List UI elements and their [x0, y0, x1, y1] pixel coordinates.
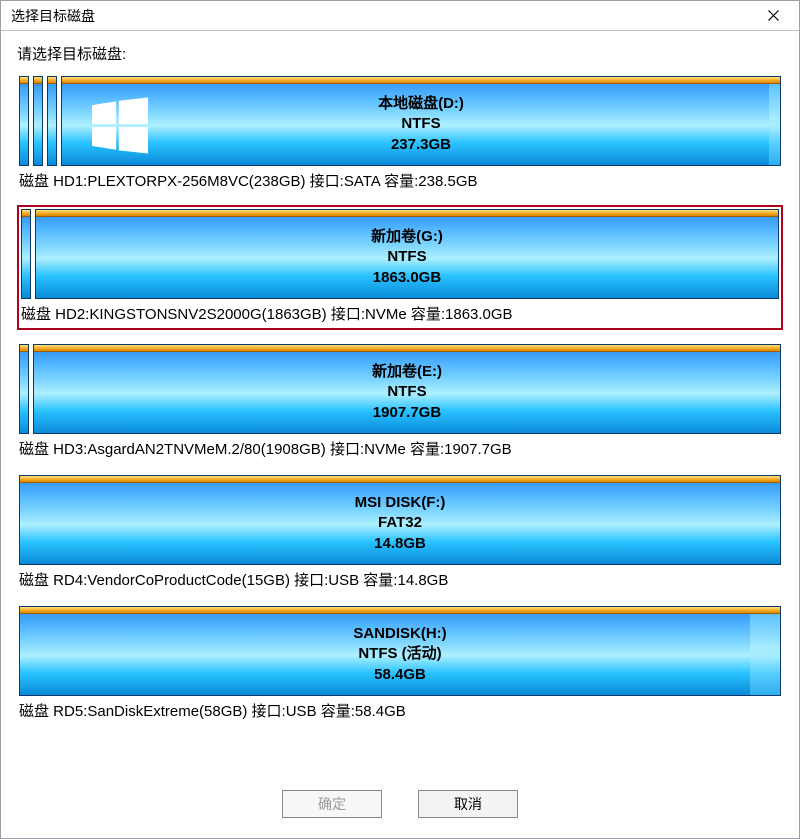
partitions-row: 新加卷(G:)NTFS1863.0GB — [21, 209, 779, 299]
disk-caption: 磁盘 RD5:SanDiskExtreme(58GB) 接口:USB 容量:58… — [19, 700, 781, 721]
disk-group: 本地磁盘(D:)NTFS237.3GB 磁盘 HD1:PLEXTORPX-256M… — [17, 74, 783, 193]
partition-topbar — [48, 77, 56, 84]
partition-fs: NTFS — [371, 247, 443, 267]
partition-content: SANDISK(H:)NTFS (活动)58.4GB — [20, 614, 780, 695]
disk-caption: 磁盘 HD1:PLEXTORPX-256M8VC(238GB) 接口:SATA … — [19, 170, 781, 191]
partition-name: 新加卷(G:) — [371, 227, 443, 247]
partitions-row: 本地磁盘(D:)NTFS237.3GB — [19, 76, 781, 166]
partition-content: 新加卷(E:)NTFS1907.7GB — [34, 352, 780, 433]
ok-button[interactable]: 确定 — [282, 790, 382, 818]
partition-fs: NTFS — [372, 382, 442, 402]
disk-group: 新加卷(G:)NTFS1863.0GB 磁盘 HD2:KINGSTONSNV2S2… — [17, 205, 783, 330]
partition-reserved[interactable] — [21, 209, 31, 299]
partition[interactable]: MSI DISK(F:)FAT3214.8GB — [19, 475, 781, 565]
partition-reserved[interactable] — [47, 76, 57, 166]
prompt-label: 请选择目标磁盘: — [17, 43, 783, 64]
partition-size: 1863.0GB — [371, 268, 443, 288]
disk-group: SANDISK(H:)NTFS (活动)58.4GB 磁盘 RD5:SanDisk… — [17, 604, 783, 723]
partition-labels: MSI DISK(F:)FAT3214.8GB — [355, 493, 446, 554]
partition-fs: NTFS (活动) — [353, 644, 446, 664]
partition[interactable]: SANDISK(H:)NTFS (活动)58.4GB — [19, 606, 781, 696]
partition-name: 新加卷(E:) — [372, 362, 442, 382]
partition-topbar — [20, 476, 780, 483]
partition-topbar — [34, 77, 42, 84]
close-icon — [768, 10, 779, 21]
partitions-row: SANDISK(H:)NTFS (活动)58.4GB — [19, 606, 781, 696]
partition[interactable]: 新加卷(G:)NTFS1863.0GB — [35, 209, 779, 299]
partition-labels: 新加卷(E:)NTFS1907.7GB — [372, 362, 442, 423]
dialog-footer: 确定 取消 — [17, 780, 783, 828]
partition-topbar — [62, 77, 780, 84]
disk-group-inner: SANDISK(H:)NTFS (活动)58.4GB 磁盘 RD5:SanDisk… — [19, 606, 781, 721]
partition-labels: 本地磁盘(D:)NTFS237.3GB — [378, 94, 464, 155]
disk-caption: 磁盘 HD2:KINGSTONSNV2S2000G(1863GB) 接口:NVM… — [21, 303, 779, 324]
partition-topbar — [20, 345, 28, 352]
partition-name: MSI DISK(F:) — [355, 493, 446, 513]
partitions-row: 新加卷(E:)NTFS1907.7GB — [19, 344, 781, 434]
partition-topbar — [34, 345, 780, 352]
partition-size: 1907.7GB — [372, 403, 442, 423]
partition-reserved[interactable] — [19, 76, 29, 166]
titlebar: 选择目标磁盘 — [1, 1, 799, 31]
disk-list: 本地磁盘(D:)NTFS237.3GB磁盘 HD1:PLEXTORPX-256M… — [17, 74, 783, 780]
partition-reserved[interactable] — [33, 76, 43, 166]
partition-labels: 新加卷(G:)NTFS1863.0GB — [371, 227, 443, 288]
partition-fs: FAT32 — [355, 513, 446, 533]
partition-fs: NTFS — [378, 114, 464, 134]
partition-labels: SANDISK(H:)NTFS (活动)58.4GB — [353, 624, 446, 685]
close-button[interactable] — [753, 2, 793, 30]
cancel-button[interactable]: 取消 — [418, 790, 518, 818]
partition[interactable]: 新加卷(E:)NTFS1907.7GB — [33, 344, 781, 434]
disk-group: MSI DISK(F:)FAT3214.8GB 磁盘 RD4:VendorCoPr… — [17, 473, 783, 592]
partition-content: MSI DISK(F:)FAT3214.8GB — [20, 483, 780, 564]
disk-caption: 磁盘 RD4:VendorCoProductCode(15GB) 接口:USB … — [19, 569, 781, 590]
partition-content: 新加卷(G:)NTFS1863.0GB — [36, 217, 778, 298]
disk-group-inner: 新加卷(E:)NTFS1907.7GB 磁盘 HD3:AsgardAN2TNVMe… — [19, 344, 781, 459]
partition-name: SANDISK(H:) — [353, 624, 446, 644]
partition-name: 本地磁盘(D:) — [378, 94, 464, 114]
disk-group-inner: MSI DISK(F:)FAT3214.8GB 磁盘 RD4:VendorCoPr… — [19, 475, 781, 590]
windows-icon — [92, 97, 148, 158]
partition-size: 237.3GB — [378, 135, 464, 155]
partition[interactable]: 本地磁盘(D:)NTFS237.3GB — [61, 76, 781, 166]
dialog-body: 请选择目标磁盘: 本地磁盘(D:)NTFS237.3GB磁盘 HD1:PLEXT… — [1, 31, 799, 838]
disk-group: 新加卷(E:)NTFS1907.7GB 磁盘 HD3:AsgardAN2TNVMe… — [17, 342, 783, 461]
partition-topbar — [36, 210, 778, 217]
partition-content: 本地磁盘(D:)NTFS237.3GB — [62, 84, 780, 165]
partition-size: 14.8GB — [355, 534, 446, 554]
window-title: 选择目标磁盘 — [11, 6, 753, 26]
partition-topbar — [22, 210, 30, 217]
partition-topbar — [20, 607, 780, 614]
partition-topbar — [20, 77, 28, 84]
partition-size: 58.4GB — [353, 665, 446, 685]
partition-reserved[interactable] — [19, 344, 29, 434]
partitions-row: MSI DISK(F:)FAT3214.8GB — [19, 475, 781, 565]
dialog-window: 选择目标磁盘 请选择目标磁盘: 本地磁盘(D:)NTFS237.3GB磁盘 HD… — [0, 0, 800, 839]
disk-group-inner: 本地磁盘(D:)NTFS237.3GB 磁盘 HD1:PLEXTORPX-256M… — [19, 76, 781, 191]
disk-group-inner: 新加卷(G:)NTFS1863.0GB 磁盘 HD2:KINGSTONSNV2S2… — [21, 209, 779, 324]
disk-caption: 磁盘 HD3:AsgardAN2TNVMeM.2/80(1908GB) 接口:N… — [19, 438, 781, 459]
